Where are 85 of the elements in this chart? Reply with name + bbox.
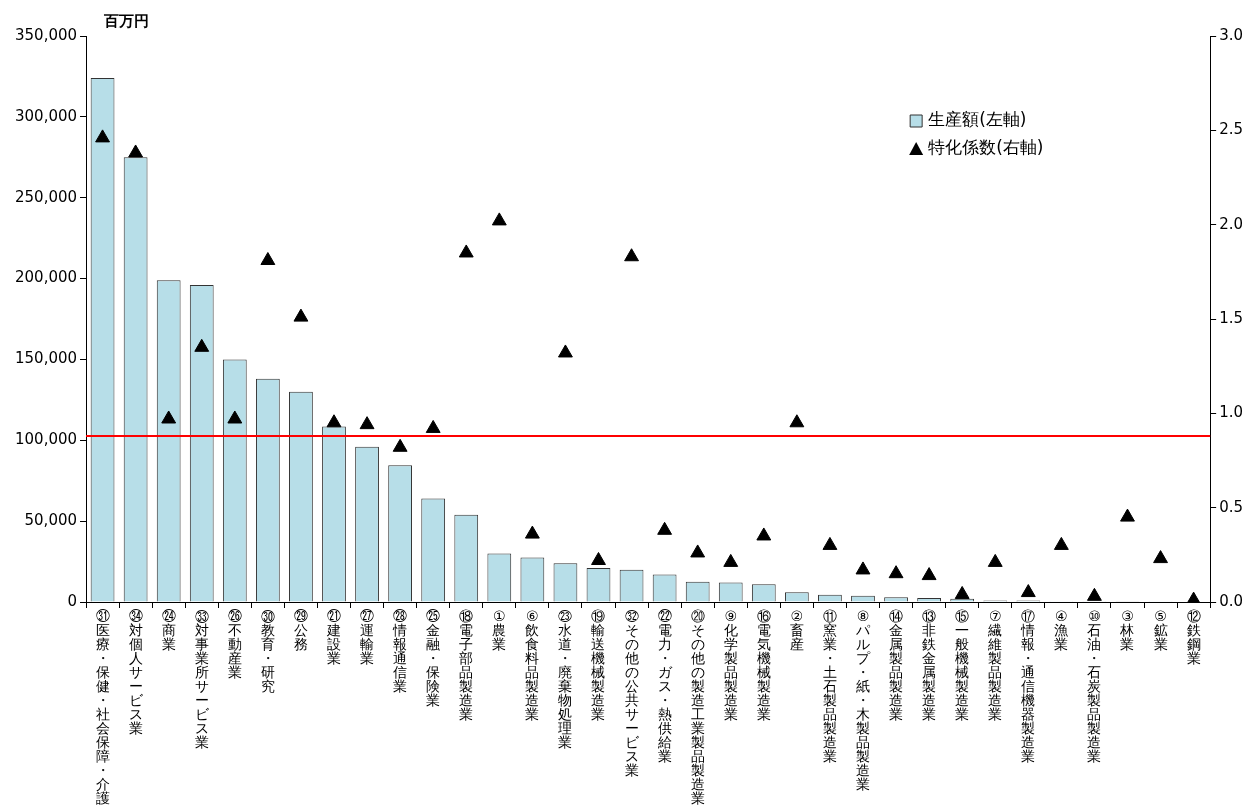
- x-tick-label: ㉔商業: [161, 607, 176, 652]
- y-tick-label: 100,000: [15, 430, 78, 449]
- point: [128, 144, 144, 158]
- x-tick-label: ⑦繊維製品製造業: [987, 607, 1003, 722]
- point: [458, 244, 474, 258]
- point: [161, 410, 177, 424]
- y2-tick-label: 1.0: [1219, 403, 1243, 422]
- y2-tick-label: 3.0: [1219, 25, 1243, 44]
- y2-tick-label: 1.5: [1219, 308, 1243, 327]
- point: [657, 521, 673, 535]
- legend-label: 生産額(左軸): [928, 109, 1027, 130]
- point: [756, 527, 772, 541]
- y-tick-label: 300,000: [15, 106, 78, 125]
- x-tick-label: ㉕金融・保険業: [426, 607, 441, 708]
- category-label: ⑩石油・石炭製品製造業: [1087, 607, 1102, 764]
- point: [1153, 550, 1168, 564]
- y2-tick-label: 2.0: [1219, 214, 1243, 233]
- y-tick-label: 250,000: [15, 187, 78, 206]
- point: [921, 567, 937, 581]
- point: [888, 565, 904, 579]
- point: [558, 344, 573, 358]
- category-label: ⑧パルプ・紙・木製品製造業: [855, 607, 870, 792]
- x-tick-label: ⑤鉱業: [1153, 607, 1168, 652]
- point: [591, 551, 606, 565]
- x-tick-label: ⑬非鉄金属製造業: [922, 607, 937, 722]
- point: [95, 129, 110, 143]
- y2-tick-label: 0.0: [1219, 591, 1243, 610]
- point: [326, 414, 342, 428]
- point: [1020, 584, 1036, 598]
- point: [359, 416, 375, 430]
- category-label: ⑰情報・通信機器製造業: [1021, 607, 1036, 764]
- category-label: ㉝対事業所サービス業: [194, 607, 209, 750]
- x-tick-label: ⑭金属製品製造業: [889, 607, 904, 722]
- point: [227, 410, 243, 424]
- point: [690, 544, 706, 558]
- x-tick-label: ⑥飲食料品製造業: [525, 607, 540, 722]
- y-tick-label: 150,000: [15, 349, 78, 368]
- point: [789, 414, 805, 428]
- point: [1087, 587, 1102, 601]
- point: [822, 536, 838, 550]
- point: [1120, 508, 1135, 522]
- x-tick-label: ⑫鉄鋼業: [1186, 607, 1201, 666]
- x-tick-label: ㉙公務: [293, 607, 308, 652]
- category-label: ㉞対個人サービス業: [128, 607, 143, 736]
- x-tick-label: ㉚教育・研究: [260, 607, 275, 694]
- x-tick-label: ⑯電気機械製造業: [756, 607, 771, 722]
- point: [855, 561, 871, 575]
- category-label: ㉜その他の公共サービス業: [624, 607, 639, 778]
- y-tick-label: 200,000: [15, 268, 78, 287]
- category-label: ㉒電力・ガス・熱供給業: [657, 607, 672, 764]
- x-tick-label: ㉖不動産業: [227, 607, 242, 680]
- point: [1053, 536, 1069, 550]
- x-tick-label: ⑱電子部品製造業: [459, 607, 474, 722]
- x-tick-label: ⑲輸送機械製造業: [591, 607, 606, 722]
- x-tick-label: ③林業: [1119, 607, 1135, 652]
- legend-label: 特化係数(右軸): [928, 137, 1044, 158]
- x-tick-label: ㉑建設業: [326, 607, 341, 666]
- point: [491, 212, 507, 226]
- x-tick-label: ⑨化学製品製造業: [723, 607, 738, 722]
- y-axis-title: 百万円: [103, 12, 150, 31]
- y-tick-label: 0: [67, 591, 78, 610]
- point: [392, 438, 408, 452]
- category-label: ⑪窯業・土石製品製造業: [822, 607, 837, 764]
- point: [425, 419, 441, 433]
- y2-tick-label: 0.5: [1219, 497, 1243, 516]
- point: [954, 585, 970, 599]
- point: [194, 338, 210, 352]
- y-tick-label: 50,000: [24, 511, 78, 530]
- point: [723, 553, 739, 567]
- category-label: ⑳その他の製造工業製品製造業: [690, 607, 705, 806]
- x-tick-label: ④漁業: [1054, 607, 1069, 652]
- category-label: ㉓水道・廃棄物処理業: [558, 607, 573, 750]
- x-tick-label: ⑮一般機械製造業: [955, 607, 970, 722]
- x-tick-label: ②畜産: [789, 607, 804, 652]
- y2-tick-label: 2.5: [1219, 120, 1243, 139]
- x-tick-label: ㉗運輸業: [360, 607, 375, 666]
- x-tick-label: ①農業: [492, 607, 507, 652]
- point: [260, 252, 276, 266]
- point: [524, 525, 540, 539]
- point: [624, 248, 639, 262]
- y-tick-label: 350,000: [15, 25, 78, 44]
- x-tick-label: ㉘情報通信業: [392, 607, 408, 694]
- category-label: ㉛医療・保健・社会保障・介護: [95, 607, 110, 806]
- point: [293, 308, 309, 322]
- point: [987, 553, 1003, 567]
